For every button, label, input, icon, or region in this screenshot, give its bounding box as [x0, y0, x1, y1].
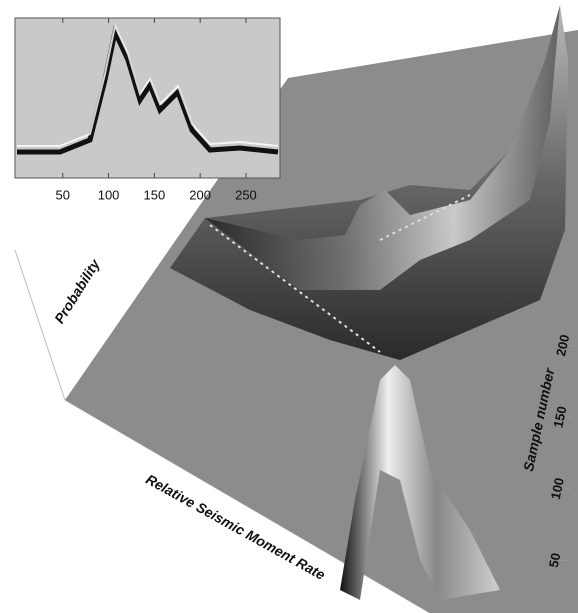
inset	[15, 18, 280, 178]
axis-line	[15, 250, 65, 400]
z-axis-label: Probability	[51, 255, 104, 326]
x-tick-label: 250	[235, 187, 257, 202]
x-tick-label: 200	[189, 187, 211, 202]
figure: Probability Relative Seismic Moment Rate…	[0, 0, 578, 613]
x-tick-label: 50	[56, 187, 70, 202]
x-tick-label: 100	[98, 187, 120, 202]
y-tick-label: 50	[546, 552, 564, 569]
x-tick-label: 150	[144, 187, 166, 202]
